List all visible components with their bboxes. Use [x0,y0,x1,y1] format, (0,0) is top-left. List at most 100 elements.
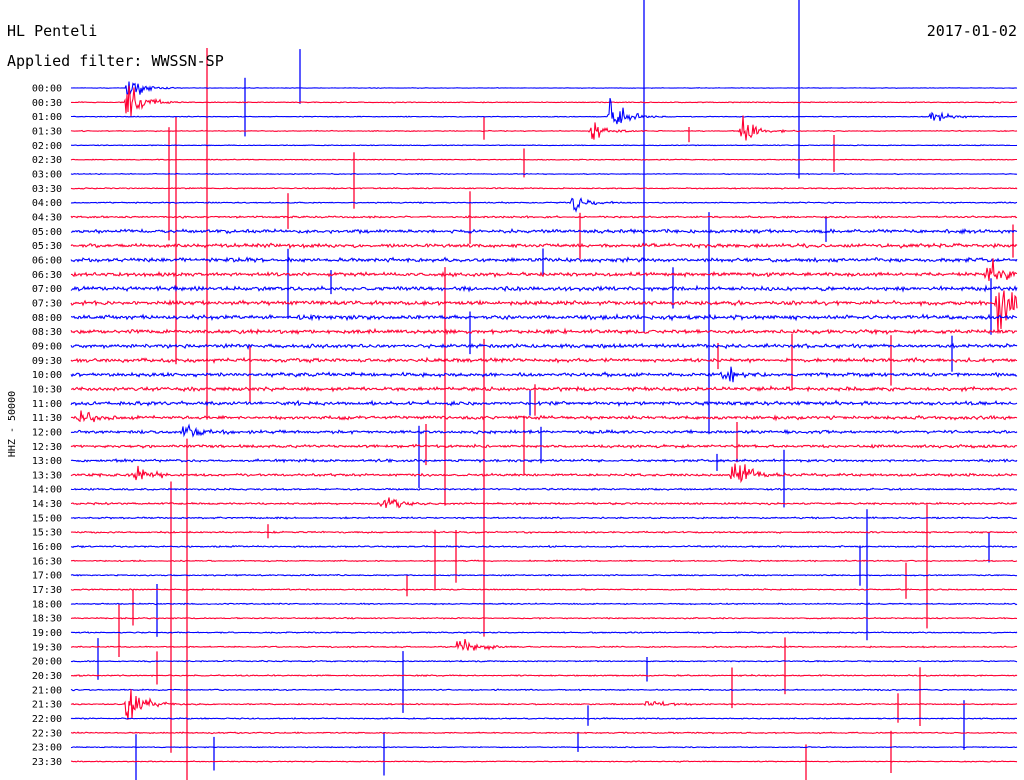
time-tick-labels: 00:00 00:30 01:00 01:30 02:00 02:30 03:00 03:30… [32,84,62,769]
trace-line [70,463,1018,484]
trace-line [71,97,1018,125]
time-tick-label: 01:00 [32,112,62,123]
time-tick-label: 19:30 [32,642,62,653]
trace-line [70,410,1018,423]
trace-line [70,731,1018,735]
trace-line [71,673,1018,678]
trace-line [70,197,1018,213]
trace-line [70,717,1017,720]
trace-line [70,356,1018,365]
time-tick-label: 07:30 [32,298,62,309]
time-tick-label: 15:00 [32,513,62,524]
trace-line [70,81,1018,96]
trace-line [70,366,1018,383]
trace-line [70,227,1018,235]
trace-line [70,745,1018,749]
date-label: 2017-01-02 [927,22,1017,40]
trace-line [70,544,1018,549]
trace-line [70,458,1018,464]
trace-line [70,284,1018,293]
time-tick-label: 08:00 [32,313,62,324]
trace-line [70,186,1018,190]
time-tick-label: 09:00 [32,341,62,352]
trace-line [70,258,1018,281]
time-tick-label: 12:00 [32,427,62,438]
time-tick-label: 11:30 [32,413,62,424]
time-tick-label: 19:00 [32,628,62,639]
time-tick-label: 00:30 [32,98,62,109]
trace-line [70,242,1018,250]
time-tick-label: 22:30 [32,728,62,739]
trace-line [70,423,1018,438]
trace-line [70,689,1018,720]
time-tick-label: 17:00 [32,571,62,582]
time-tick-label: 09:30 [32,356,62,367]
time-tick-label: 18:30 [32,614,62,625]
time-tick-label: 11:00 [32,399,62,410]
trace-line [70,631,1018,635]
time-tick-label: 20:00 [32,657,62,668]
time-tick-label: 02:00 [32,141,62,152]
time-tick-label: 07:00 [32,284,62,295]
time-tick-label: 15:30 [32,528,62,539]
time-tick-label: 18:00 [32,599,62,610]
trace-line [70,530,1018,534]
time-tick-label: 22:00 [32,714,62,725]
trace-line [70,688,1017,692]
trace-line [70,638,1018,651]
y-axis-label: HHZ - 50000 [7,391,18,457]
time-tick-label: 05:30 [32,241,62,252]
trace-line [70,215,1018,219]
time-tick-label: 14:30 [32,499,62,510]
time-tick-label: 13:00 [32,456,62,467]
time-tick-label: 03:30 [32,184,62,195]
time-tick-label: 16:30 [32,556,62,567]
station-title: HL Penteli [7,22,97,40]
time-tick-label: 08:30 [32,327,62,338]
time-tick-label: 21:00 [32,685,62,696]
time-tick-label: 23:30 [32,757,62,768]
trace-line [70,616,1017,620]
time-tick-label: 00:00 [32,84,62,95]
filter-label: Applied filter: WWSSN-SP [7,52,224,70]
time-tick-label: 10:00 [32,370,62,381]
time-tick-label: 06:00 [32,255,62,266]
time-tick-label: 02:30 [32,155,62,166]
time-tick-label: 14:00 [32,485,62,496]
trace-line [70,158,1017,161]
trace-line [70,659,1018,663]
time-tick-label: 20:30 [32,671,62,682]
trace-line [70,327,1017,336]
trace-line [70,342,1018,351]
time-tick-label: 13:30 [32,470,62,481]
time-tick-label: 21:30 [32,700,62,711]
trace-line [71,384,1018,393]
trace-line [70,497,1018,509]
trace-line [70,487,1018,492]
trace-line [70,587,1018,592]
trace-line [70,172,1018,176]
trace-line [70,313,1018,322]
time-tick-label: 03:00 [32,169,62,180]
trace-line [70,516,1018,520]
trace-line [71,85,1018,117]
trace-line [70,443,1018,449]
trace-line [70,144,1018,147]
trace-line [70,573,1018,577]
time-tick-label: 12:30 [32,442,62,453]
time-tick-label: 01:30 [32,126,62,137]
trace-line [71,760,1018,763]
trace-line [70,399,1018,407]
trace-line [70,602,1018,606]
trace-line [70,559,1018,563]
time-tick-label: 23:00 [32,743,62,754]
time-tick-label: 17:30 [32,585,62,596]
time-tick-label: 05:00 [32,227,62,238]
trace-line [70,256,1018,264]
time-tick-label: 04:00 [32,198,62,209]
time-tick-label: 04:30 [32,212,62,223]
time-tick-label: 06:30 [32,270,62,281]
trace-line [70,290,1018,334]
time-tick-label: 16:00 [32,542,62,553]
